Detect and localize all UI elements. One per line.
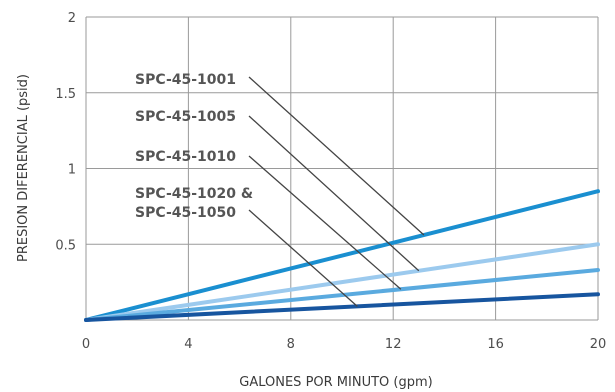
x-tick-label: 0	[82, 337, 90, 352]
leader-line-3	[248, 155, 402, 290]
y-axis-label: PRESION DIFERENCIAL (psid)	[16, 74, 31, 262]
y-tick-label: 0.5	[55, 238, 76, 253]
callout-label-1-line-1: SPC-45-1001	[135, 72, 236, 88]
leader-line-4	[248, 209, 358, 307]
callout-label-2-line-1: SPC-45-1005	[135, 109, 236, 125]
series-line-4	[84, 292, 600, 322]
x-tick-label: 12	[385, 337, 402, 352]
leader-line-2	[248, 115, 420, 272]
callout-labels: SPC-45-1001 SPC-45-1005 SPC-45-1010 SPC-45-…	[135, 72, 253, 221]
series-line-2	[84, 242, 600, 322]
grid	[85, 16, 599, 321]
leader-line-1	[248, 76, 425, 236]
series-lines	[84, 189, 600, 322]
callout-label-4-line-1: SPC-45-1020 &	[135, 186, 253, 202]
tick-labels: 0 4 8 12 16 20 0.5 1 1.5 2	[55, 11, 606, 352]
x-tick-label: 16	[487, 337, 504, 352]
x-tick-label: 8	[287, 337, 295, 352]
callout-label-3-line-1: SPC-45-1010	[135, 149, 236, 165]
x-tick-label: 4	[184, 337, 192, 352]
x-tick-label: 20	[590, 337, 607, 352]
series-line-1	[84, 189, 600, 322]
y-tick-label: 2	[68, 11, 76, 26]
y-tick-label: 1.5	[55, 87, 76, 102]
y-tick-label: 1	[68, 163, 76, 178]
x-axis-label: GALONES POR MINUTO (gpm)	[239, 375, 432, 390]
callout-leaders	[248, 76, 425, 307]
series-line-3	[84, 268, 600, 322]
callout-label-4-line-2: SPC-45-1050	[135, 205, 236, 221]
